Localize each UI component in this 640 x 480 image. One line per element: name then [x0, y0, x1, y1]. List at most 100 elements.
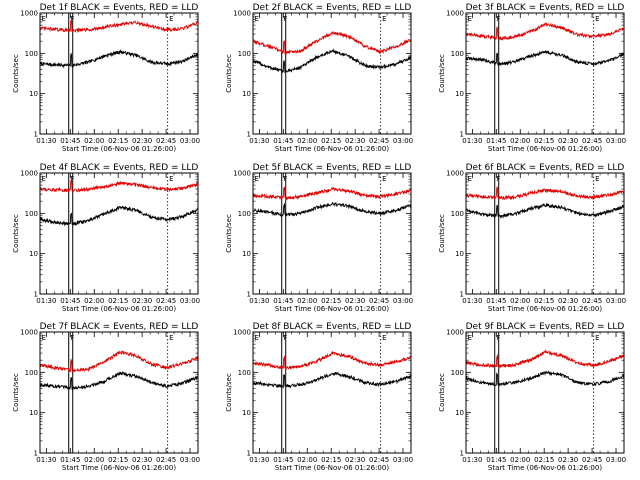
y-tick-label: 1000 — [20, 10, 38, 18]
x-tick-label: 01:45 — [486, 137, 506, 145]
y-tick-label: 1 — [34, 291, 38, 299]
x-tick-label: 02:45 — [156, 297, 176, 305]
plot-frame — [465, 172, 625, 295]
x-tick-label: 03:00 — [606, 297, 626, 305]
panel-title: Det 5f BLACK = Events, RED = LLD — [253, 163, 412, 173]
x-tick-label: 02:15 — [321, 456, 341, 464]
y-tick-label: 1000 — [446, 10, 464, 18]
chart-panel-2: Det 2f BLACK = Events, RED = LLD 1 10 100 10… — [225, 3, 413, 153]
marker-label: E — [255, 15, 259, 23]
marker-label: F — [496, 15, 500, 23]
x-tick-label: 01:45 — [273, 456, 293, 464]
y-tick-label: 1 — [34, 450, 38, 458]
series-line-lld — [253, 30, 411, 55]
y-tick-label: 100 — [451, 50, 464, 58]
chart-panel-3: Det 3f BLACK = Events, RED = LLD 1 10 100 10… — [438, 3, 626, 153]
chart-panel-7: Det 7f BLACK = Events, RED = LLD 1 10 100 10… — [12, 322, 200, 472]
y-tick-label: 1000 — [233, 170, 251, 178]
y-tick-label: 1000 — [446, 329, 464, 337]
y-tick-label: 1 — [247, 131, 251, 139]
x-tick-label: 03:00 — [393, 297, 413, 305]
y-tick-label: 10 — [29, 250, 38, 258]
x-tick-label: 01:30 — [36, 297, 56, 305]
panel-title: Det 7f BLACK = Events, RED = LLD — [40, 322, 199, 332]
x-axis-label: Start Time (06-Nov-06 01:26:00) — [62, 464, 176, 472]
x-tick-label: 03:00 — [393, 456, 413, 464]
marker-label: E — [468, 15, 472, 23]
marker-label: E — [169, 175, 173, 183]
x-tick-label: 02:15 — [321, 137, 341, 145]
y-tick-label: 1000 — [20, 329, 38, 337]
marker-label: E — [595, 334, 599, 342]
y-tick-label: 1000 — [233, 329, 251, 337]
y-tick-label: 100 — [451, 369, 464, 377]
plot-frame — [39, 172, 199, 295]
series-line-events — [466, 370, 624, 387]
x-tick-label: 01:30 — [249, 456, 269, 464]
y-tick-label: 10 — [242, 409, 251, 417]
x-tick-label: 02:30 — [132, 297, 152, 305]
x-tick-label: 02:30 — [345, 297, 365, 305]
x-tick-label: 01:45 — [60, 137, 80, 145]
x-tick-label: 03:00 — [180, 456, 200, 464]
plot-frame — [39, 12, 199, 135]
y-tick-label: 100 — [238, 369, 251, 377]
x-tick-label: 02:45 — [582, 137, 602, 145]
marker-label: F — [70, 175, 74, 183]
x-axis-label: Start Time (06-Nov-06 01:26:00) — [275, 464, 389, 472]
x-tick-label: 03:00 — [606, 456, 626, 464]
y-axis-label: Counts/sec — [12, 54, 20, 93]
marker-label: F — [283, 175, 287, 183]
marker-label: F — [283, 334, 287, 342]
x-tick-label: 03:00 — [606, 137, 626, 145]
marker-label: E — [42, 175, 46, 183]
x-tick-label: 03:00 — [180, 137, 200, 145]
series-line-events — [466, 203, 624, 219]
marker-label: F — [70, 334, 74, 342]
y-tick-label: 1 — [460, 131, 464, 139]
y-tick-label: 1 — [34, 131, 38, 139]
y-axis-label: Counts/sec — [12, 373, 20, 412]
x-tick-label: 01:45 — [60, 297, 80, 305]
x-tick-label: 02:00 — [510, 297, 530, 305]
x-tick-label: 02:15 — [108, 456, 128, 464]
x-tick-label: 02:45 — [156, 137, 176, 145]
x-tick-label: 02:00 — [510, 456, 530, 464]
x-tick-label: 01:30 — [249, 297, 269, 305]
series-line-events — [253, 202, 411, 217]
panel-title: Det 3f BLACK = Events, RED = LLD — [466, 3, 625, 13]
x-axis-label: Start Time (06-Nov-06 01:26:00) — [488, 145, 602, 153]
x-tick-label: 02:45 — [369, 456, 389, 464]
marker-label: E — [255, 175, 259, 183]
y-tick-label: 1 — [460, 450, 464, 458]
x-tick-label: 01:30 — [462, 297, 482, 305]
y-tick-label: 10 — [455, 90, 464, 98]
x-tick-label: 02:45 — [369, 137, 389, 145]
marker-label: F — [496, 334, 500, 342]
y-tick-label: 1 — [247, 291, 251, 299]
series-line-lld — [466, 186, 624, 201]
panel-title: Det 8f BLACK = Events, RED = LLD — [253, 322, 412, 332]
marker-label: F — [496, 175, 500, 183]
marker-label: F — [283, 15, 287, 23]
marker-label: E — [42, 15, 46, 23]
y-tick-label: 1 — [460, 291, 464, 299]
marker-label: E — [595, 15, 599, 23]
chart-panel-9: Det 9f BLACK = Events, RED = LLD 1 10 100 10… — [438, 322, 626, 472]
y-axis-label: Counts/sec — [225, 54, 233, 93]
series-line-lld — [253, 350, 411, 371]
x-tick-label: 02:30 — [132, 456, 152, 464]
y-tick-label: 1000 — [233, 10, 251, 18]
panel-title: Det 1f BLACK = Events, RED = LLD — [40, 3, 199, 13]
x-tick-label: 03:00 — [393, 137, 413, 145]
series-line-events — [253, 48, 411, 73]
y-axis-label: Counts/sec — [225, 373, 233, 412]
chart-panel-8: Det 8f BLACK = Events, RED = LLD 1 10 100 10… — [225, 322, 413, 472]
y-tick-label: 100 — [238, 50, 251, 58]
x-tick-label: 02:00 — [84, 456, 104, 464]
panel-title: Det 6f BLACK = Events, RED = LLD — [466, 163, 625, 173]
x-tick-label: 02:30 — [345, 456, 365, 464]
y-axis-label: Counts/sec — [12, 214, 20, 253]
y-axis-label: Counts/sec — [438, 54, 446, 93]
y-tick-label: 10 — [455, 409, 464, 417]
